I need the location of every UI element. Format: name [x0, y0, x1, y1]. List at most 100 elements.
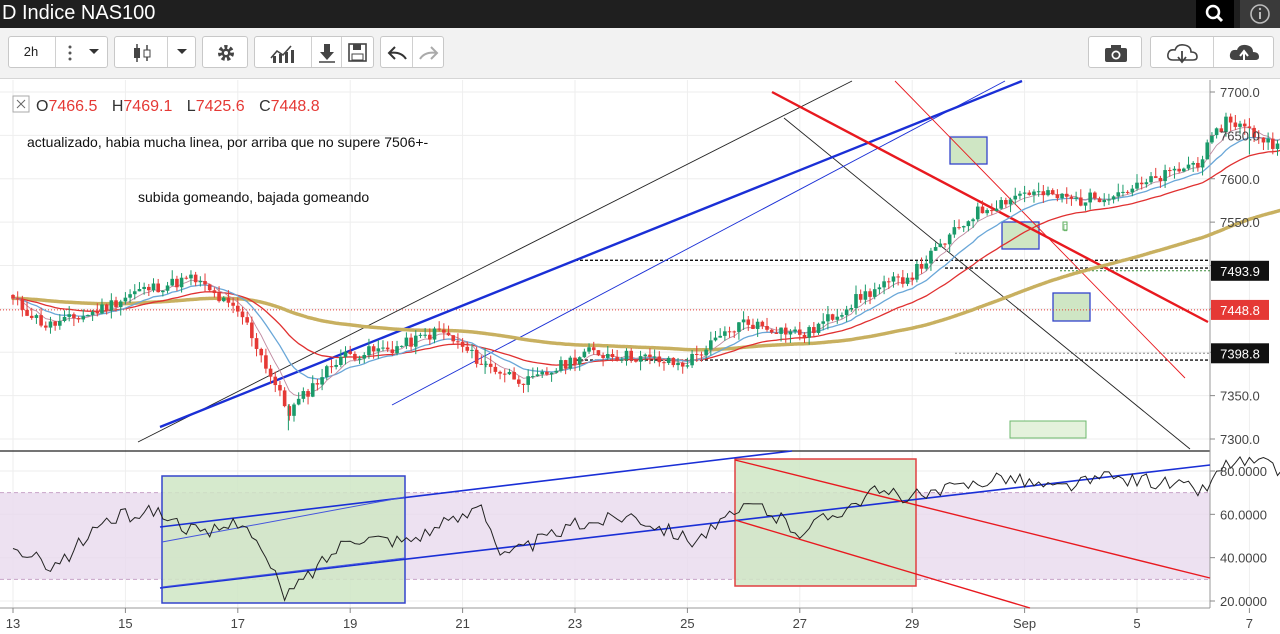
interval-label: 2h [23, 44, 39, 59]
camera-icon [1105, 45, 1127, 62]
chevron-down-icon [177, 49, 187, 54]
candle-body [15, 298, 20, 300]
candle-body [339, 356, 343, 365]
candle-body [947, 234, 952, 245]
candle-body [1238, 123, 1242, 127]
candle-body [713, 337, 718, 341]
candle-body [34, 315, 39, 318]
cloud-download-icon[interactable] [1165, 41, 1201, 65]
candle-body [29, 315, 34, 318]
screenshot-button[interactable] [1088, 36, 1142, 68]
price-chart[interactable]: ▯ O7466.5 H7469.1 L7425.6 C7448.8 actual… [0, 79, 1280, 634]
candle-body [751, 324, 755, 329]
candle-body [929, 250, 933, 264]
candle-body [62, 316, 67, 321]
candle-body [535, 374, 540, 377]
candle-body [1210, 135, 1214, 143]
candle-body [1275, 143, 1280, 149]
candle-body [798, 329, 802, 335]
candle-body [1182, 168, 1186, 172]
candle-body [123, 297, 128, 302]
candle-body [1139, 182, 1144, 185]
candle-body [657, 356, 662, 363]
channel-upper-line [137, 80, 853, 443]
candle-body [1046, 190, 1050, 196]
candle-body [165, 285, 170, 291]
time-tick-label: 27 [793, 616, 807, 631]
candle-body [81, 316, 86, 320]
candle-body [100, 304, 104, 314]
candle-body [961, 226, 966, 228]
candle-body [1069, 196, 1074, 199]
candle-body [643, 354, 648, 357]
candle-body [179, 277, 184, 288]
candle-body [1102, 199, 1107, 203]
candle-body [151, 283, 156, 291]
candle-body [357, 358, 362, 360]
redo-icon[interactable] [417, 43, 439, 63]
candle-body [662, 362, 666, 364]
candle-body [1224, 116, 1228, 133]
candle-body [348, 351, 352, 354]
candle-body [156, 283, 160, 293]
candle-body [840, 315, 844, 317]
candle-body [812, 327, 816, 333]
chart-type-selector[interactable] [114, 36, 196, 68]
undo-icon[interactable] [387, 43, 409, 63]
candle-body [1196, 162, 1200, 168]
save-icon[interactable] [347, 42, 369, 64]
candle-body [221, 297, 226, 302]
download-icon[interactable] [317, 42, 337, 64]
candle-body [470, 349, 474, 351]
candle-body [390, 349, 395, 354]
candle-body [517, 379, 521, 384]
candle-body [779, 327, 783, 334]
candle-body [1107, 199, 1111, 201]
candle-body [587, 347, 591, 352]
candle-body [1144, 182, 1149, 185]
candle-body [479, 363, 484, 365]
candle-body [170, 278, 175, 286]
candle-body [493, 366, 498, 372]
candle-body [1083, 202, 1088, 206]
cloud-upload-icon[interactable] [1227, 41, 1263, 65]
candle-body [385, 347, 390, 350]
candle-body [896, 276, 900, 278]
settings-button[interactable] [202, 36, 248, 68]
candle-body [1242, 123, 1247, 127]
candle-body [760, 321, 765, 327]
time-tick-label: 25 [680, 616, 694, 631]
candle-body [1032, 191, 1036, 195]
candle-body [58, 320, 62, 326]
candle-body [1219, 128, 1224, 133]
candle-body [1018, 193, 1022, 196]
candle-body [198, 281, 203, 283]
candle-body [428, 334, 432, 340]
time-tick-label: 29 [905, 616, 919, 631]
candle-body [1177, 168, 1181, 172]
interval-selector[interactable]: 2h [8, 36, 108, 68]
candle-body [329, 366, 334, 368]
candle-body [1163, 170, 1167, 182]
candle-body [353, 353, 357, 360]
candle-body [409, 337, 413, 347]
candle-body [1158, 177, 1163, 182]
consolidation-box-1 [949, 136, 988, 165]
chevron-down-icon[interactable] [87, 46, 101, 58]
indicators-icon[interactable] [269, 42, 297, 64]
time-tick-label: 5 [1133, 616, 1140, 631]
info-button[interactable] [1240, 0, 1280, 28]
candle-body [694, 353, 699, 355]
candle-body [376, 348, 381, 352]
cloud-tools [1150, 36, 1274, 68]
candle-body [605, 353, 610, 358]
candle-body [11, 294, 15, 299]
candle-body [938, 243, 943, 248]
candle-body [910, 277, 914, 280]
more-vertical-icon[interactable] [63, 43, 77, 63]
candle-body [648, 354, 652, 357]
search-button[interactable] [1196, 0, 1234, 28]
candle-body [858, 294, 863, 300]
ma-thin [12, 127, 1280, 397]
candle-body [1149, 176, 1153, 183]
